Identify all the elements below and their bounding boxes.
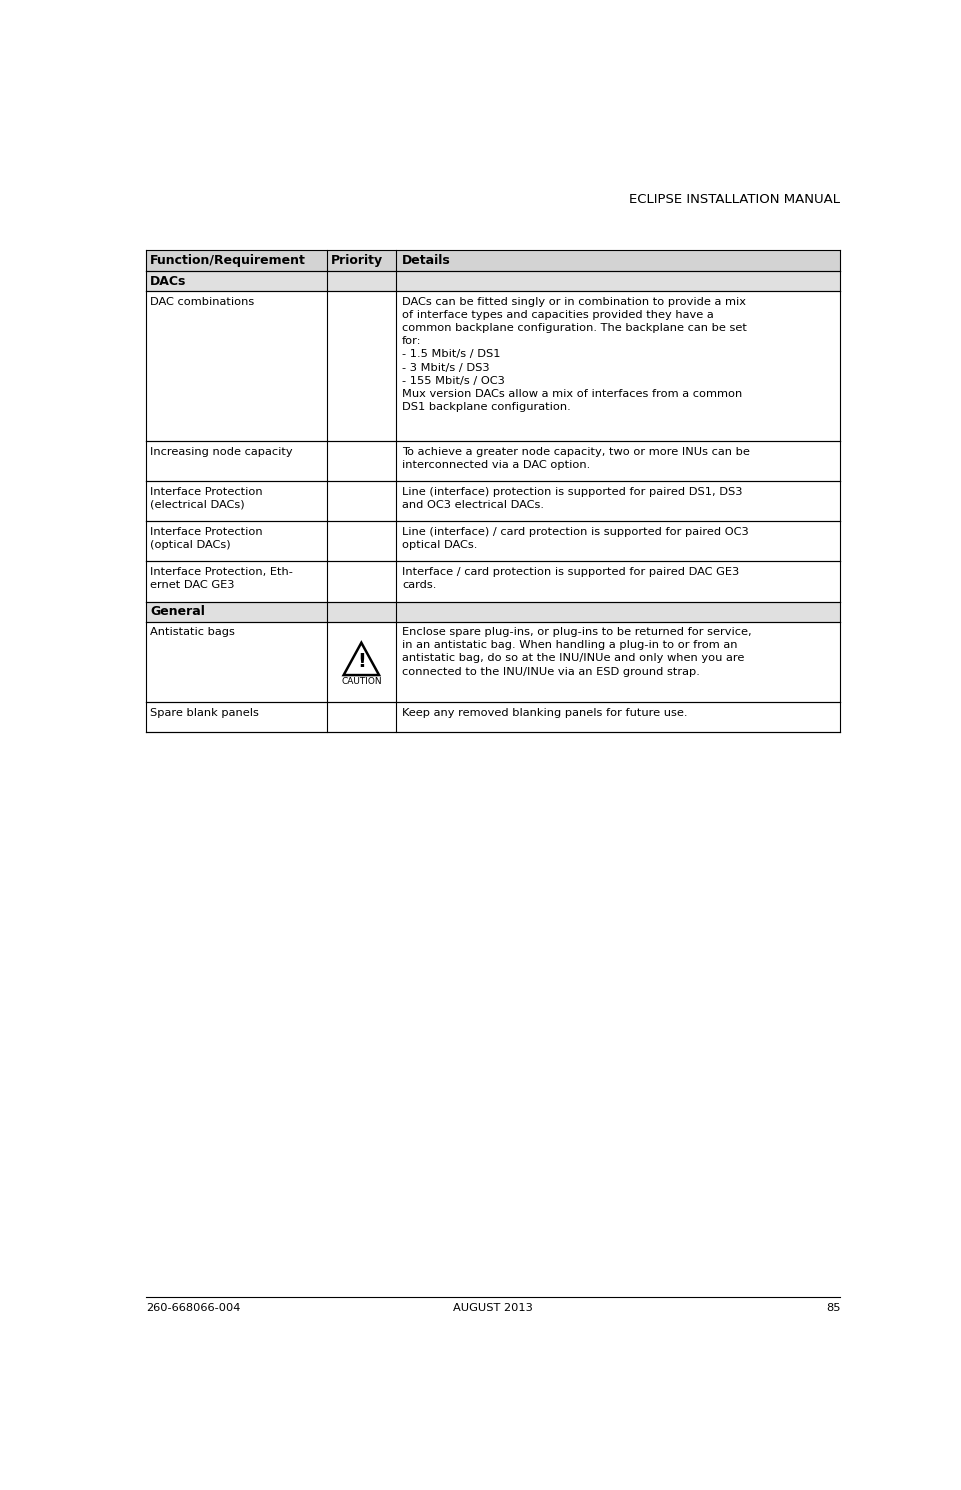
Bar bbox=[146, 562, 839, 602]
Bar bbox=[146, 441, 839, 481]
Text: Function/Requirement: Function/Requirement bbox=[150, 253, 306, 267]
Text: Interface Protection
(optical DACs): Interface Protection (optical DACs) bbox=[150, 527, 262, 550]
Text: Antistatic bags: Antistatic bags bbox=[150, 627, 235, 636]
Text: Interface Protection
(electrical DACs): Interface Protection (electrical DACs) bbox=[150, 487, 262, 510]
Text: 85: 85 bbox=[825, 1302, 839, 1313]
Text: Interface / card protection is supported for paired DAC GE3
cards.: Interface / card protection is supported… bbox=[402, 566, 739, 590]
Text: 260-668066-004: 260-668066-004 bbox=[146, 1302, 240, 1313]
Text: ECLIPSE INSTALLATION MANUAL: ECLIPSE INSTALLATION MANUAL bbox=[628, 192, 839, 206]
Text: To achieve a greater node capacity, two or more INUs can be
interconnected via a: To achieve a greater node capacity, two … bbox=[402, 447, 750, 469]
Bar bbox=[146, 291, 839, 441]
Text: Details: Details bbox=[402, 253, 451, 267]
Text: AUGUST 2013: AUGUST 2013 bbox=[453, 1302, 532, 1313]
Bar bbox=[146, 250, 839, 271]
Text: Spare blank panels: Spare blank panels bbox=[150, 708, 259, 718]
Bar bbox=[146, 481, 839, 522]
Text: Keep any removed blanking panels for future use.: Keep any removed blanking panels for fut… bbox=[402, 708, 687, 718]
Bar bbox=[146, 522, 839, 562]
Text: Line (interface) protection is supported for paired DS1, DS3
and OC3 electrical : Line (interface) protection is supported… bbox=[402, 487, 742, 510]
Text: Interface Protection, Eth-
ernet DAC GE3: Interface Protection, Eth- ernet DAC GE3 bbox=[150, 566, 293, 590]
Text: Priority: Priority bbox=[331, 253, 382, 267]
Text: Line (interface) / card protection is supported for paired OC3
optical DACs.: Line (interface) / card protection is su… bbox=[402, 527, 748, 550]
Bar bbox=[146, 702, 839, 732]
Text: CAUTION: CAUTION bbox=[341, 676, 382, 685]
Text: !: ! bbox=[357, 653, 365, 672]
Text: DAC combinations: DAC combinations bbox=[150, 297, 255, 307]
Polygon shape bbox=[343, 642, 379, 675]
Text: General: General bbox=[150, 605, 205, 618]
Text: DACs: DACs bbox=[150, 274, 186, 288]
Bar bbox=[146, 621, 839, 702]
Text: Increasing node capacity: Increasing node capacity bbox=[150, 447, 293, 457]
Text: Enclose spare plug-ins, or plug-ins to be returned for service,
in an antistatic: Enclose spare plug-ins, or plug-ins to b… bbox=[402, 627, 751, 676]
Bar bbox=[146, 602, 839, 621]
Bar bbox=[146, 271, 839, 291]
Text: DACs can be fitted singly or in combination to provide a mix
of interface types : DACs can be fitted singly or in combinat… bbox=[402, 297, 747, 413]
